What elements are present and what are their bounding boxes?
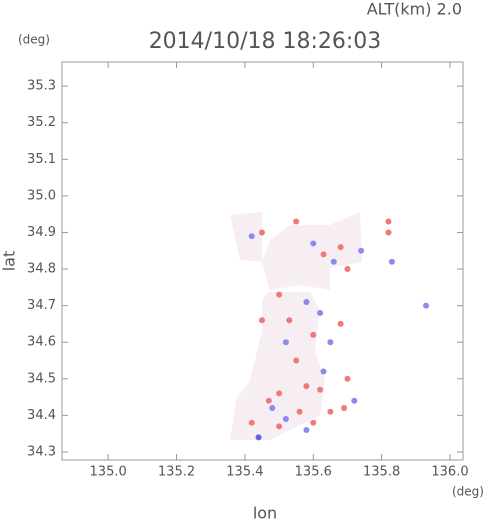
y-tick-label: 34.9 bbox=[27, 225, 56, 240]
x-axis-label: lon bbox=[253, 504, 277, 521]
data-point bbox=[276, 291, 283, 298]
data-point bbox=[296, 408, 303, 415]
data-point bbox=[276, 390, 283, 397]
data-point bbox=[303, 427, 310, 434]
y-axis-label: lat bbox=[0, 251, 19, 272]
data-point bbox=[341, 405, 348, 412]
data-point bbox=[344, 375, 351, 382]
data-point bbox=[388, 258, 395, 265]
y-tick-label: 35.1 bbox=[27, 152, 56, 167]
data-point bbox=[337, 320, 344, 327]
y-tick-label: 34.4 bbox=[27, 408, 56, 423]
data-point bbox=[258, 229, 265, 236]
y-tick-label: 34.3 bbox=[27, 444, 56, 459]
y-tick-label: 34.7 bbox=[27, 298, 56, 313]
y-tick-label: 35.2 bbox=[27, 115, 56, 130]
data-point bbox=[293, 218, 300, 225]
data-point bbox=[303, 298, 310, 305]
y-tick-label: 35.3 bbox=[27, 79, 56, 94]
data-point bbox=[248, 233, 255, 240]
data-point bbox=[327, 339, 334, 346]
plot-frame bbox=[61, 61, 464, 461]
data-point bbox=[330, 258, 337, 265]
y-unit: (deg) bbox=[18, 33, 50, 47]
field-background bbox=[230, 212, 362, 440]
data-point bbox=[303, 383, 310, 390]
data-point bbox=[265, 397, 272, 404]
data-point bbox=[276, 423, 283, 430]
data-point bbox=[255, 434, 262, 441]
data-point bbox=[317, 386, 324, 393]
x-tick-label: 135.6 bbox=[295, 465, 332, 480]
x-tick-label: 135.2 bbox=[158, 465, 195, 480]
y-tick-label: 34.6 bbox=[27, 335, 56, 350]
data-point bbox=[248, 419, 255, 426]
data-point bbox=[286, 317, 293, 324]
data-point bbox=[385, 229, 392, 236]
data-point bbox=[258, 317, 265, 324]
y-tick-label: 34.5 bbox=[27, 371, 56, 386]
data-point bbox=[358, 247, 365, 254]
y-tick-label: 35.0 bbox=[27, 188, 56, 203]
x-tick-label: 135.0 bbox=[90, 465, 127, 480]
data-point bbox=[269, 405, 276, 412]
x-unit: (deg) bbox=[452, 485, 484, 499]
data-point bbox=[310, 331, 317, 338]
data-point bbox=[344, 266, 351, 273]
data-point bbox=[282, 416, 289, 423]
data-point bbox=[317, 309, 324, 316]
x-tick-label: 136.0 bbox=[431, 465, 468, 480]
data-point bbox=[310, 240, 317, 247]
data-point bbox=[423, 302, 430, 309]
data-point bbox=[282, 339, 289, 346]
data-point bbox=[310, 419, 317, 426]
x-tick-label: 135.4 bbox=[226, 465, 263, 480]
data-point bbox=[293, 357, 300, 364]
data-point bbox=[385, 218, 392, 225]
data-point bbox=[337, 244, 344, 251]
data-point bbox=[320, 368, 327, 375]
chart-subtitle: ALT(km) 2.0 bbox=[367, 0, 462, 19]
y-tick-label: 34.8 bbox=[27, 262, 56, 277]
chart-title: 2014/10/18 18:26:03 bbox=[149, 29, 382, 54]
x-tick-label: 135.8 bbox=[363, 465, 400, 480]
data-point bbox=[351, 397, 358, 404]
data-point bbox=[320, 251, 327, 258]
data-point bbox=[327, 408, 334, 415]
